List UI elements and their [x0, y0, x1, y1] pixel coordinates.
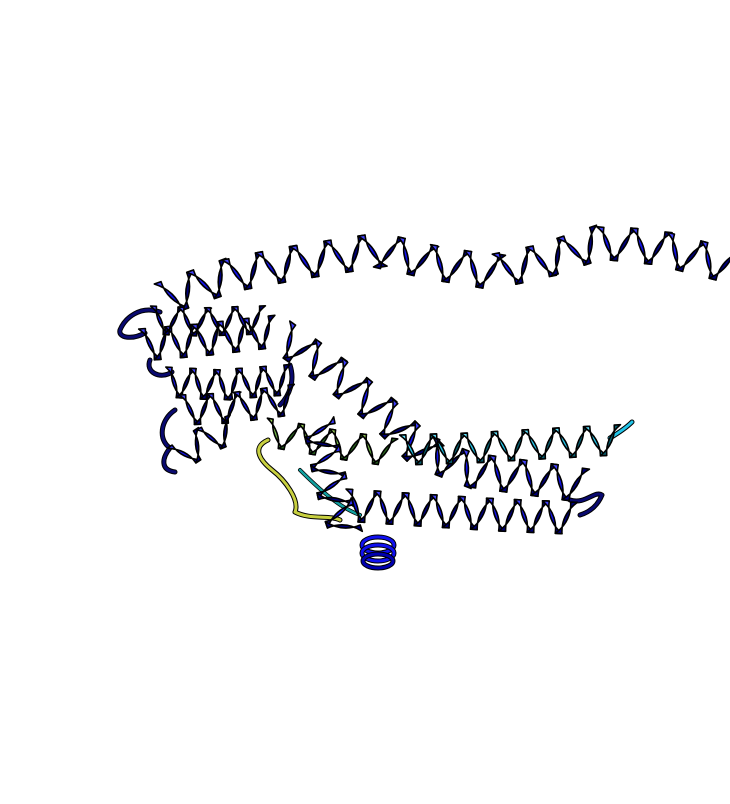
helix-left-1 [137, 314, 276, 361]
helix-vertical [304, 416, 364, 533]
loop-left-top [117, 307, 163, 340]
helix-diagonal [282, 320, 591, 502]
helix-green [266, 417, 399, 466]
helix-layer [137, 224, 730, 535]
helix-end-on-coil [359, 534, 397, 571]
helix-lower [345, 488, 579, 535]
loop-yellow [256, 437, 343, 523]
helix-left-4 [178, 383, 296, 426]
loop-regions [117, 307, 635, 523]
helix-left-2 [149, 305, 267, 337]
helix-left-5 [166, 414, 232, 464]
helix-top-long [153, 224, 730, 312]
helix-cyan [398, 423, 622, 466]
